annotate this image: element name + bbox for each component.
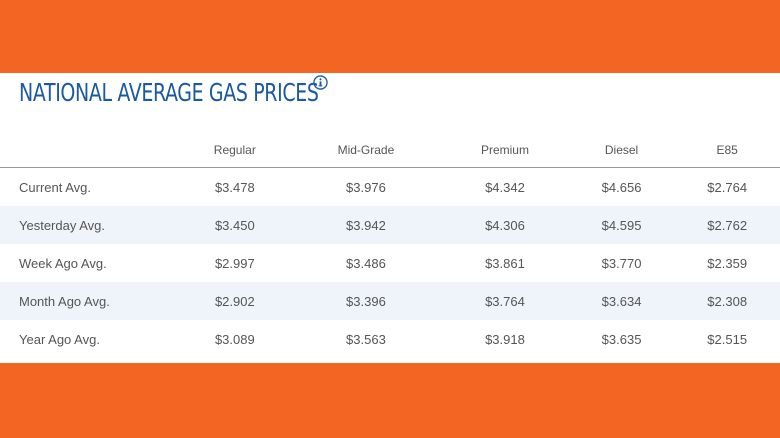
price-cell: $2.308	[674, 282, 780, 320]
gas-prices-table: Regular Mid-Grade Premium Diesel E85 Cur…	[0, 133, 780, 358]
price-cell: $2.902	[179, 282, 291, 320]
price-cell: $3.918	[485, 331, 525, 347]
price-cell: $3.635	[601, 331, 642, 347]
price-cell: $3.942	[290, 206, 442, 244]
column-header-label	[0, 133, 179, 168]
price-cell: $2.997	[214, 255, 255, 271]
price-cell: $4.595	[568, 206, 675, 244]
price-cell: $4.342	[485, 179, 525, 195]
price-cell: $3.764	[441, 282, 569, 320]
page-title: NATIONAL AVERAGE GAS PRICES	[19, 78, 319, 107]
row-label: Current Avg.	[19, 179, 92, 195]
price-cell: $3.563	[346, 331, 386, 347]
price-cell: $3.396	[290, 282, 442, 320]
price-cell: $4.656	[601, 179, 642, 195]
table-row: Yesterday Avg. $3.450 $3.942 $4.306 $4.5…	[0, 206, 780, 244]
price-cell: $2.762	[674, 206, 780, 244]
price-cell: $2.515	[707, 331, 748, 347]
price-cell: $3.861	[485, 255, 525, 271]
row-label: Month Ago Avg.	[0, 282, 179, 320]
price-cell: $4.306	[441, 206, 569, 244]
column-header-diesel: Diesel	[568, 133, 675, 168]
row-label: Yesterday Avg.	[0, 206, 179, 244]
gas-prices-panel: NATIONAL AVERAGE GAS PRICES Regular Mid-…	[0, 73, 780, 363]
top-banner	[0, 0, 780, 73]
price-cell: $2.359	[707, 255, 748, 271]
table-row: Year Ago Avg. $3.089 $3.563 $3.918 $3.63…	[0, 320, 780, 358]
column-header-e85: E85	[674, 133, 780, 168]
price-cell: $3.976	[346, 179, 386, 195]
table-header-row: Regular Mid-Grade Premium Diesel E85	[0, 133, 780, 168]
price-cell: $3.486	[346, 255, 386, 271]
price-cell: $2.764	[707, 179, 748, 195]
column-header-mid-grade: Mid-Grade	[290, 133, 442, 168]
info-circle-icon[interactable]	[313, 75, 328, 90]
price-cell: $3.450	[179, 206, 291, 244]
price-cell: $3.770	[601, 255, 642, 271]
row-label: Week Ago Avg.	[19, 255, 107, 271]
price-cell: $3.089	[214, 331, 255, 347]
column-header-regular: Regular	[179, 133, 291, 168]
table-row: Month Ago Avg. $2.902 $3.396 $3.764 $3.6…	[0, 282, 780, 320]
table-row: Current Avg. $3.478 $3.976 $4.342 $4.656…	[0, 168, 780, 207]
bottom-banner	[0, 363, 780, 438]
price-cell: $3.634	[568, 282, 675, 320]
title-row: NATIONAL AVERAGE GAS PRICES	[19, 77, 413, 109]
row-label: Year Ago Avg.	[19, 331, 100, 347]
table-row: Week Ago Avg. $2.997 $3.486 $3.861 $3.77…	[0, 244, 780, 282]
column-header-premium: Premium	[441, 133, 569, 168]
price-cell: $3.478	[214, 179, 255, 195]
